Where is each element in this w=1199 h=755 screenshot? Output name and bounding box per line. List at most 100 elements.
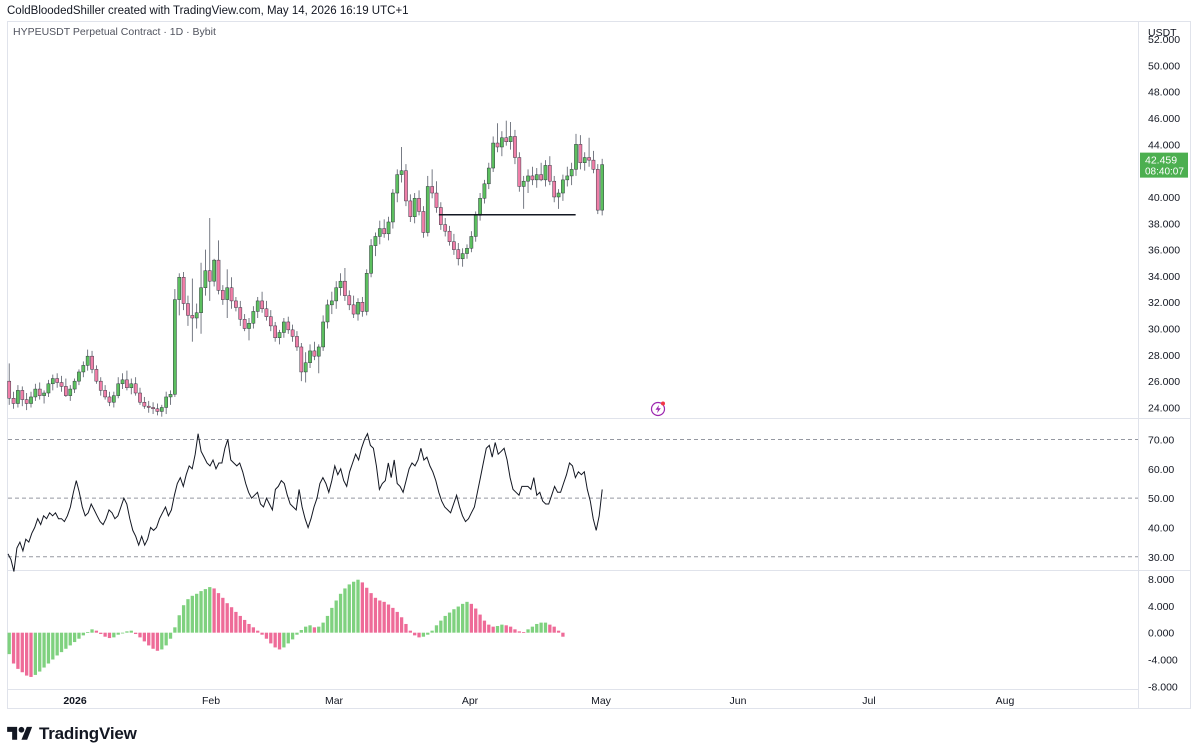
candle-body-up (173, 299, 177, 395)
candle-body-up (399, 170, 404, 175)
candle (94, 365, 99, 384)
macd-histogram-bar (199, 591, 203, 633)
candle (539, 162, 543, 182)
macd-histogram-bar (295, 632, 299, 635)
macd-histogram-bar (304, 626, 308, 633)
macd-histogram-bar (561, 632, 565, 637)
candle (255, 296, 260, 319)
macd-histogram-bar (133, 632, 138, 635)
price-tick-label: 48.000 (1148, 87, 1180, 99)
candle (465, 244, 469, 259)
macd-histogram-bar (242, 619, 247, 633)
rsi-tick-label: 60.00 (1148, 464, 1174, 476)
candle-body-up (50, 378, 55, 385)
candle (181, 271, 186, 311)
candle (190, 278, 195, 342)
candle-body-up (116, 383, 121, 396)
candle-body-up (308, 350, 312, 363)
candle (565, 166, 570, 187)
candle-body-down (286, 321, 291, 331)
time-tick-label: Mar (325, 695, 344, 707)
price-tick-label: 50.000 (1148, 60, 1180, 72)
price-tick-label: 44.000 (1148, 139, 1180, 151)
macd-histogram-bar (447, 612, 452, 633)
candle-body-down (90, 355, 94, 370)
rsi-pane: 70.00 60.00 50.00 40.00 30.00 (7, 432, 1174, 572)
macd-histogram-bar (269, 632, 273, 644)
macd-histogram-bar (46, 632, 51, 664)
candle (229, 277, 234, 309)
macd-histogram-bar (373, 597, 378, 633)
macd-histogram-bar (186, 599, 190, 633)
candle-body-down (142, 401, 147, 407)
candle-body-down (207, 270, 212, 282)
candle-body-up (500, 137, 504, 148)
macd-histogram-bar (500, 624, 504, 633)
candle (295, 331, 299, 351)
candle (382, 219, 386, 238)
candle-body-down (456, 249, 461, 260)
candle (268, 310, 273, 332)
candle-body-up (120, 379, 125, 385)
candle (504, 120, 509, 146)
candle-body-up (85, 355, 90, 366)
macd-histogram-bar (90, 629, 94, 633)
candle (107, 391, 112, 407)
candle-body-up (72, 380, 77, 390)
candle-body-up (478, 198, 482, 216)
candle-body-up (486, 167, 491, 185)
macd-histogram-bar (474, 608, 478, 633)
candle (194, 303, 199, 329)
price-tick-label: 34.000 (1148, 271, 1180, 283)
price-tick-label: 52.000 (1148, 34, 1180, 46)
candle-body-down (37, 388, 42, 396)
macd-histogram-bar (238, 615, 242, 633)
candle-body-down (434, 192, 439, 208)
candle-body-up (561, 179, 565, 194)
macd-histogram-bar (282, 632, 286, 648)
candle-body-down (382, 228, 386, 235)
candle-body-down (20, 390, 25, 400)
candle-body-down (216, 259, 221, 291)
candle (517, 152, 522, 192)
candle-body-down (443, 224, 448, 232)
macd-histogram-bar (413, 632, 417, 636)
candle-body-up (556, 192, 561, 198)
macd-histogram-bar (181, 605, 186, 633)
candle (42, 390, 46, 404)
last-price-badge (1140, 152, 1188, 178)
candle-body-up (168, 394, 173, 398)
candle (103, 385, 107, 400)
candle (29, 391, 33, 408)
candle (491, 136, 495, 172)
macd-histogram-bar (369, 593, 373, 633)
candle (207, 218, 212, 301)
macd-histogram-bar (55, 632, 59, 656)
candle (404, 164, 408, 207)
candle (168, 390, 173, 405)
candle-body-down (530, 175, 535, 181)
candle (456, 243, 461, 266)
macd-histogram-bar (338, 593, 343, 633)
candle-body-down (11, 398, 16, 404)
candle (312, 341, 317, 361)
candle-body-up (508, 136, 513, 142)
candle (142, 396, 147, 409)
candle (290, 324, 295, 342)
candle (16, 385, 20, 408)
macd-histogram-bar (256, 630, 260, 633)
macd-histogram-bar (460, 603, 465, 633)
macd-histogram-bar (81, 632, 85, 636)
candle-body-down (430, 186, 434, 194)
candle-body-down (404, 170, 408, 202)
event-dot-icon (661, 401, 665, 406)
macd-histogram-bar (59, 632, 64, 653)
candle (369, 239, 373, 278)
macd-histogram-bar (334, 600, 338, 633)
macd-histogram-bar (125, 631, 129, 633)
macd-histogram-bar (147, 632, 151, 646)
candle (177, 273, 182, 316)
candle (486, 162, 491, 190)
candlestick-series (7, 120, 604, 417)
